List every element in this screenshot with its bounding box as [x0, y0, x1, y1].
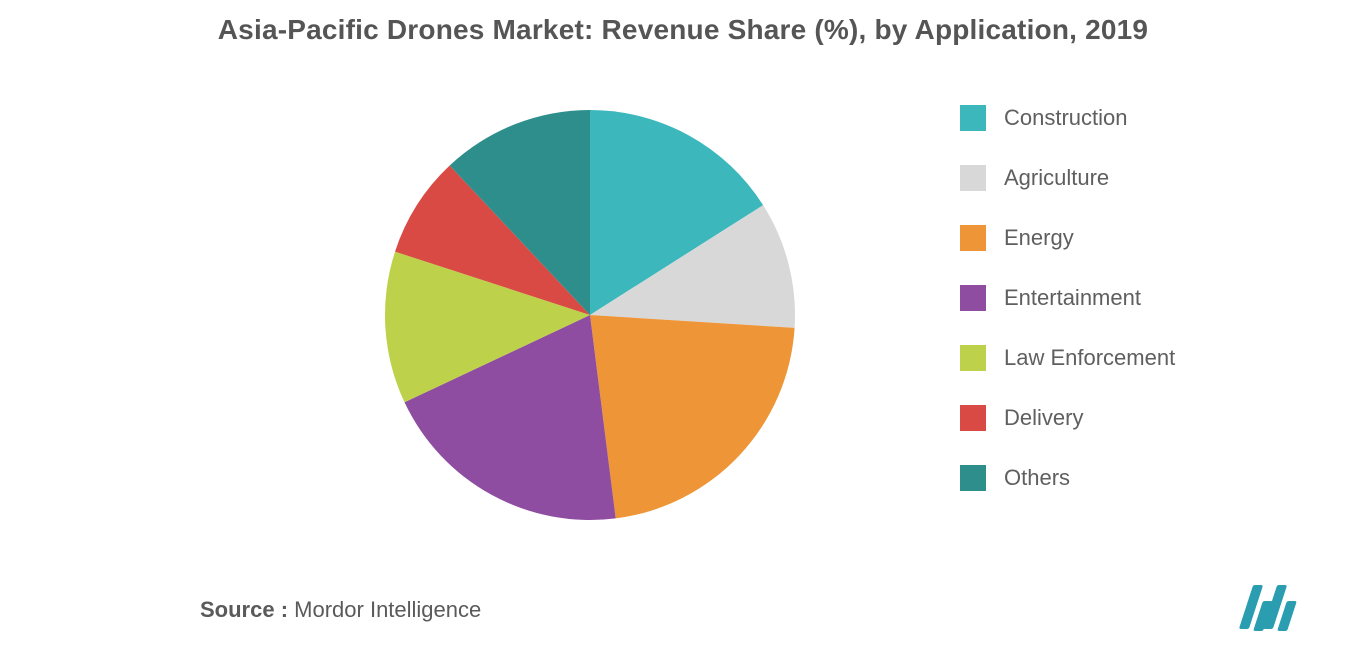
- legend-swatch-icon: [960, 165, 986, 191]
- pie-chart: [380, 105, 800, 525]
- legend-item: Delivery: [960, 405, 1175, 431]
- legend-label: Agriculture: [1004, 165, 1109, 191]
- pie-slice: [590, 315, 795, 518]
- brand-logo-icon: [1246, 583, 1326, 631]
- legend-label: Delivery: [1004, 405, 1083, 431]
- legend: Construction Agriculture Energy Entertainme…: [960, 105, 1175, 491]
- legend-item: Others: [960, 465, 1175, 491]
- source-label: Source :: [200, 597, 288, 622]
- chart-container: Asia-Pacific Drones Market: Revenue Shar…: [0, 0, 1366, 655]
- legend-swatch-icon: [960, 285, 986, 311]
- legend-label: Energy: [1004, 225, 1074, 251]
- legend-swatch-icon: [960, 405, 986, 431]
- legend-swatch-icon: [960, 465, 986, 491]
- legend-label: Entertainment: [1004, 285, 1141, 311]
- legend-item: Energy: [960, 225, 1175, 251]
- source-value: Mordor Intelligence: [294, 597, 481, 622]
- legend-item: Construction: [960, 105, 1175, 131]
- legend-swatch-icon: [960, 345, 986, 371]
- legend-swatch-icon: [960, 105, 986, 131]
- legend-item: Agriculture: [960, 165, 1175, 191]
- legend-swatch-icon: [960, 225, 986, 251]
- pie-svg: [380, 105, 800, 525]
- chart-title: Asia-Pacific Drones Market: Revenue Shar…: [0, 14, 1366, 46]
- legend-label: Others: [1004, 465, 1070, 491]
- source-citation: Source : Mordor Intelligence: [200, 597, 481, 623]
- legend-item: Law Enforcement: [960, 345, 1175, 371]
- legend-label: Construction: [1004, 105, 1128, 131]
- legend-label: Law Enforcement: [1004, 345, 1175, 371]
- legend-item: Entertainment: [960, 285, 1175, 311]
